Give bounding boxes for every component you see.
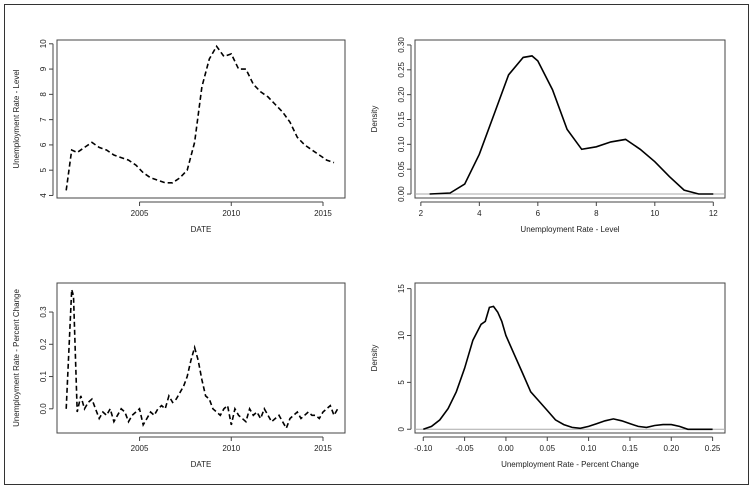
chart2-x-tick-label-10: 10 — [650, 209, 659, 218]
chart2-y-tick-label-0-15: 0.15 — [397, 111, 406, 127]
chart1-series-line — [65, 44, 335, 191]
chart3-y-tick-label-0-1: 0.1 — [39, 370, 48, 382]
chart4-x-tick-label-0-10: -0.10 — [414, 444, 433, 453]
chart2-y-axis-title: Density — [370, 106, 379, 133]
chart3-y-tick-label-0-3: 0.3 — [39, 306, 48, 318]
chart2-plot-box — [414, 39, 726, 199]
panel-percent-change-density: -0.10 -0.05 0.00 0.05 0.10 0.15 0.20 0.25 0 5 10 15… — [370, 282, 726, 469]
chart4-y-tick-label-10: 10 — [397, 331, 406, 340]
chart3-x-tick-label-2015: 2015 — [314, 444, 332, 453]
chart2-series-line — [429, 55, 714, 195]
chart1-y-tick-label-9: 9 — [39, 66, 48, 71]
chart4-x-tick-label-0-05: -0.05 — [455, 444, 474, 453]
chart4-plot-box — [414, 282, 726, 434]
chart2-y-tick-label-0-20: 0.20 — [397, 86, 406, 102]
chart4-x-tick-label-0-10: 0.10 — [581, 444, 597, 453]
chart2-y-tick-label-0-05: 0.05 — [397, 161, 406, 177]
chart1-x-tick-label-2005: 2005 — [131, 209, 149, 218]
chart4-x-tick-label-0-05: 0.05 — [539, 444, 555, 453]
chart3-y-axis-title: Unemployment Rate - Percent Change — [12, 289, 21, 427]
chart4-y-axis-title: Density — [370, 345, 379, 372]
chart2-y-tick-label-0-00: 0.00 — [397, 186, 406, 202]
chart1-x-axis-title: DATE — [191, 225, 212, 234]
chart1-y-tick-label-7: 7 — [39, 117, 48, 122]
chart4-x-tick-label-0-00: 0.00 — [498, 444, 514, 453]
chart1-y-tick-label-8: 8 — [39, 92, 48, 97]
chart2-x-tick-label-8: 8 — [594, 209, 599, 218]
chart1-x-tick-label-2015: 2015 — [314, 209, 332, 218]
chart3-series-line — [65, 289, 339, 431]
chart4-y-tick-label-15: 15 — [397, 284, 406, 293]
chart4-series-line — [423, 305, 713, 431]
chart4-x-tick-label-0-20: 0.20 — [663, 444, 679, 453]
chart4-x-axis-title: Unemployment Rate - Percent Change — [501, 460, 639, 469]
chart2-y-tick-label-0-25: 0.25 — [397, 61, 406, 77]
panel-percent-change-time-series: 2005 2010 2015 0.0 0.1 0.2 0.3 DATE Unemployment… — [12, 282, 346, 469]
chart1-y-tick-label-10: 10 — [39, 39, 48, 48]
chart1-y-tick-label-6: 6 — [39, 142, 48, 147]
chart2-y-tick-label-0-30: 0.30 — [397, 37, 406, 53]
chart2-x-axis-title: Unemployment Rate - Level — [520, 225, 619, 234]
chart2-x-tick-label-6: 6 — [536, 209, 541, 218]
panel-level-density: 2 4 6 8 10 12 0.00 0.05 0.10 0.15 0.20 0.25 0.30 Unem… — [370, 37, 726, 234]
chart2-x-tick-label-4: 4 — [477, 209, 482, 218]
chart3-plot-box — [56, 282, 346, 434]
chart2-x-tick-label-2: 2 — [419, 209, 424, 218]
chart3-x-tick-label-2010: 2010 — [222, 444, 240, 453]
chart3-x-tick-label-2005: 2005 — [131, 444, 149, 453]
chart1-y-tick-label-4: 4 — [39, 193, 48, 198]
chart3-y-tick-label-0-0: 0.0 — [39, 403, 48, 415]
chart2-x-tick-label-12: 12 — [709, 209, 718, 218]
panel-level-time-series: 2005 2010 2015 4 5 6 7 8 9 10 DATE Unemployment Rat… — [12, 39, 346, 234]
chart4-x-tick-label-0-15: 0.15 — [622, 444, 638, 453]
chart1-x-tick-label-2010: 2010 — [222, 209, 240, 218]
chart4-x-tick-label-0-25: 0.25 — [705, 444, 721, 453]
chart3-x-axis-title: DATE — [191, 460, 212, 469]
chart2-y-tick-label-0-10: 0.10 — [397, 136, 406, 152]
chart1-y-tick-label-5: 5 — [39, 167, 48, 172]
chart1-y-axis-title: Unemployment Rate - Level — [12, 69, 21, 168]
chart3-y-tick-label-0-2: 0.2 — [39, 338, 48, 350]
chart4-y-tick-label-5: 5 — [397, 380, 406, 385]
chart1-plot-box — [56, 39, 346, 199]
chart4-y-tick-label-0: 0 — [397, 426, 406, 431]
figure-frame — [4, 4, 749, 485]
